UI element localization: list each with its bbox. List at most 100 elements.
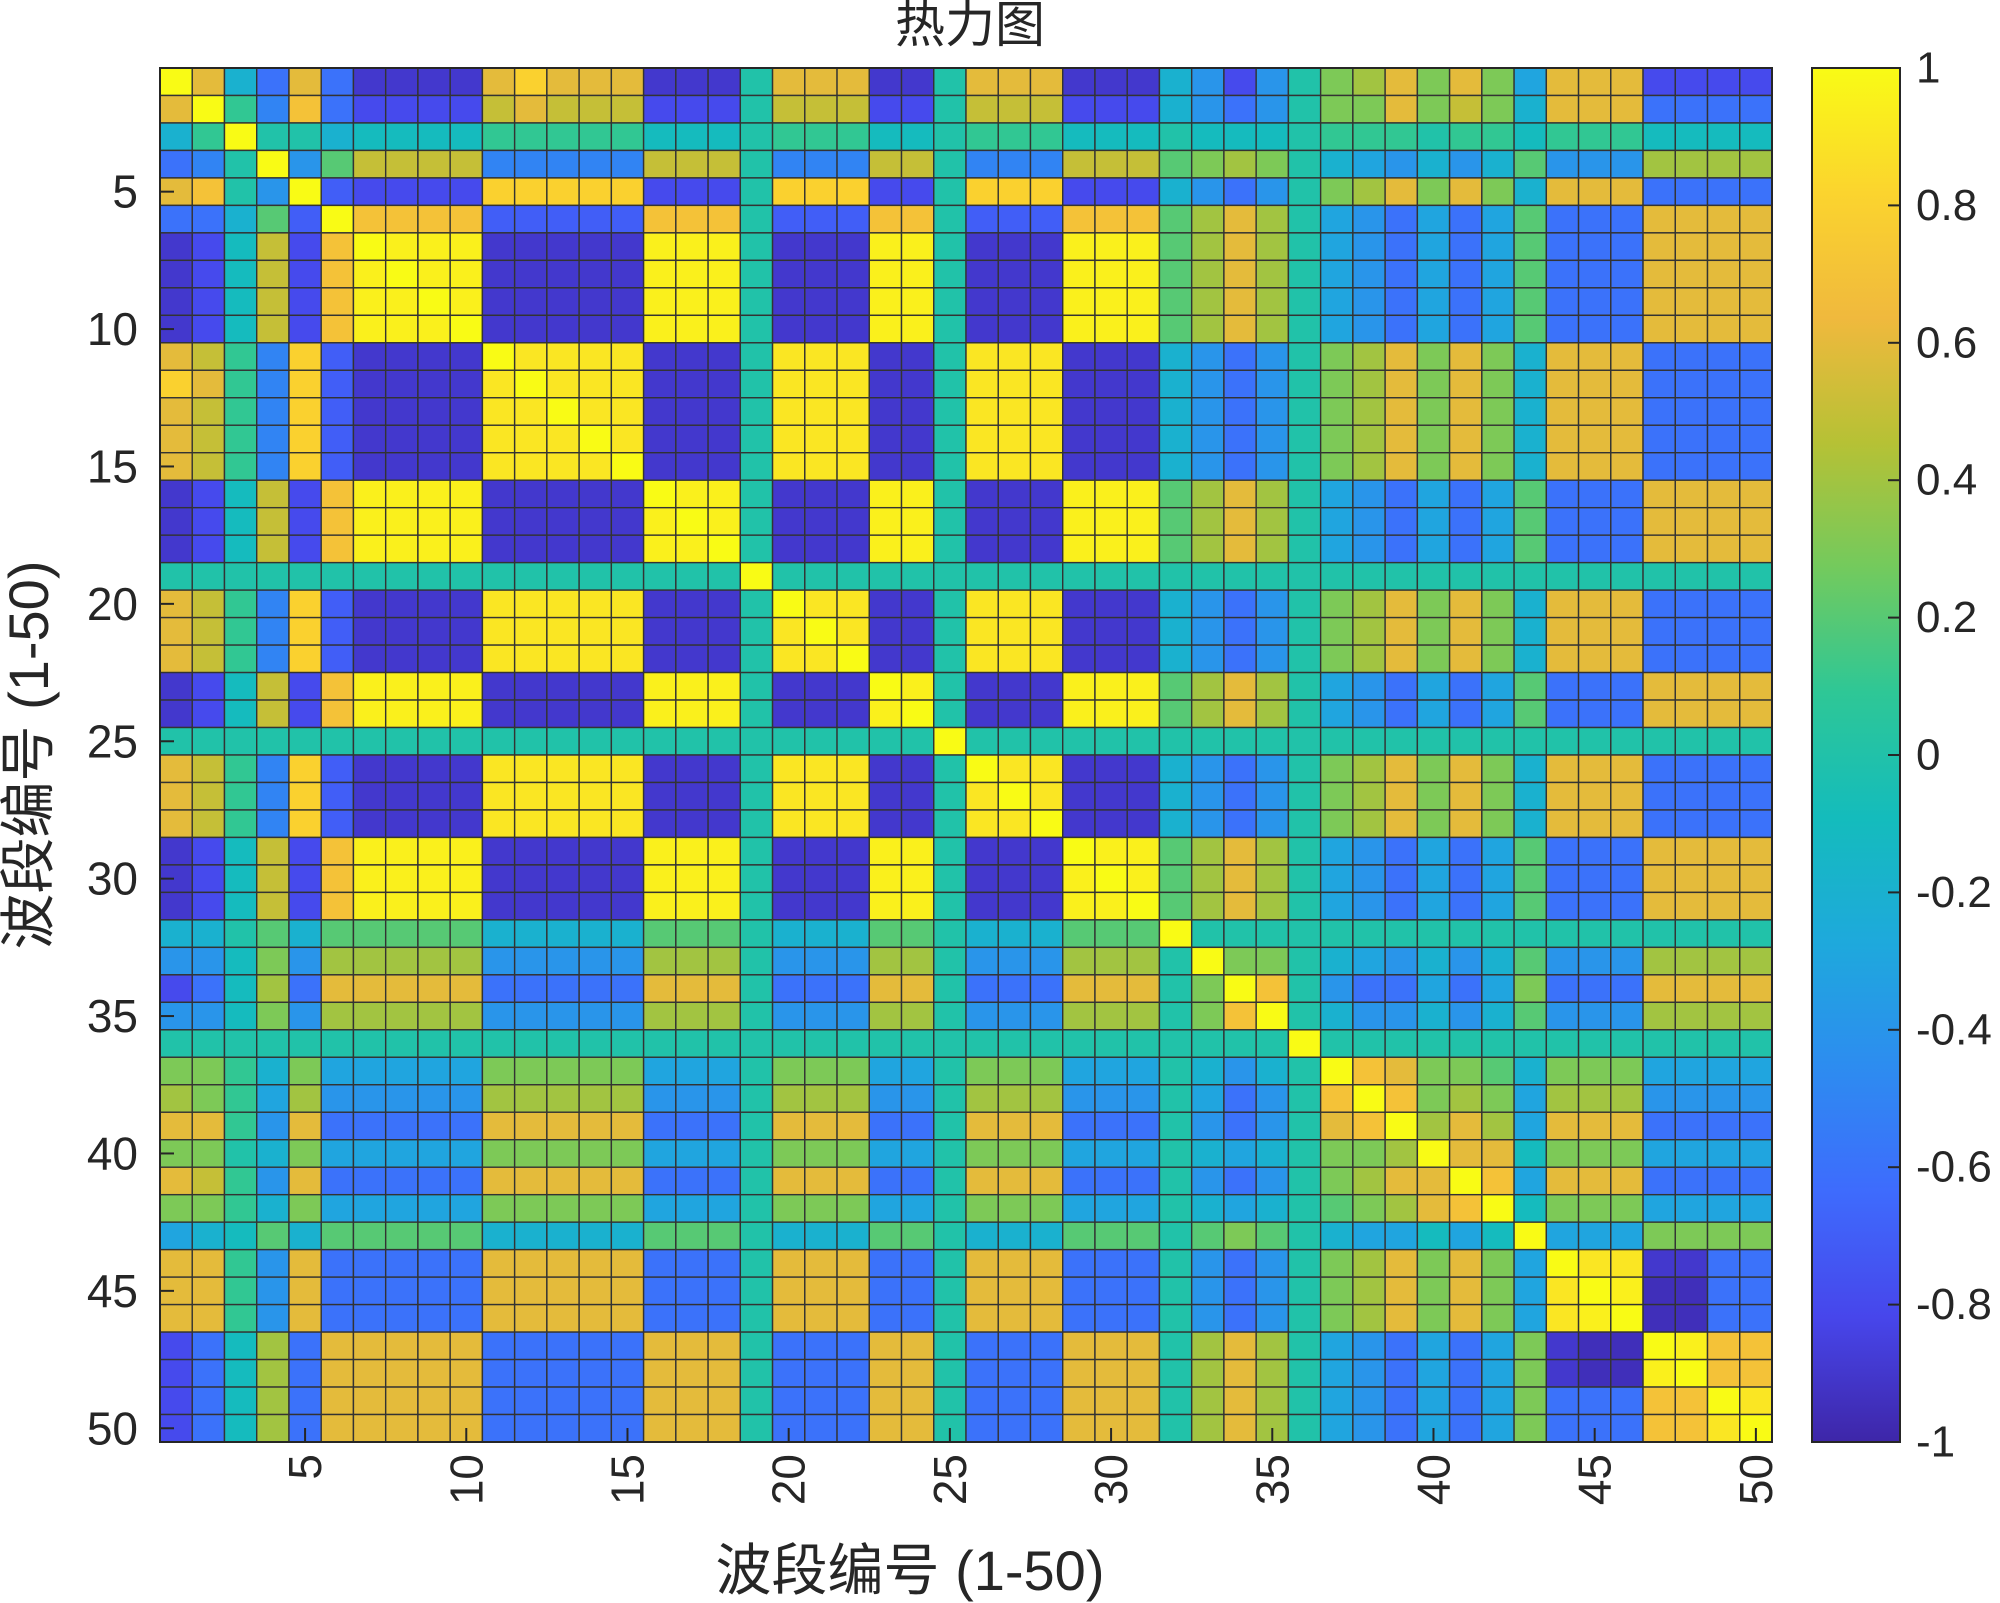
heatmap-cell — [546, 232, 580, 262]
heatmap-cell — [1319, 314, 1354, 344]
heatmap-cell — [352, 94, 387, 124]
heatmap-cell — [900, 809, 935, 839]
heatmap-cell — [1448, 369, 1483, 399]
heatmap-cell — [1545, 122, 1580, 152]
heatmap-cell — [997, 67, 1032, 97]
heatmap-cell — [481, 589, 516, 619]
heatmap-cell — [1416, 94, 1451, 124]
heatmap-cell — [384, 836, 419, 866]
heatmap-cell — [707, 424, 742, 454]
heatmap-cell — [159, 342, 193, 371]
heatmap-cell — [1029, 1358, 1064, 1388]
heatmap-cell — [1739, 1303, 1773, 1333]
heatmap-cell — [610, 864, 645, 894]
heatmap-cell — [1352, 1331, 1386, 1361]
heatmap-cell — [1706, 781, 1741, 811]
heatmap-cell — [191, 369, 226, 399]
heatmap-cell — [1739, 1221, 1773, 1251]
heatmap-cell — [1674, 589, 1709, 619]
heatmap-cell — [1577, 122, 1612, 152]
heatmap-cell — [1674, 314, 1709, 344]
heatmap-cell — [1158, 1001, 1193, 1031]
heatmap-cell — [1094, 1193, 1128, 1223]
heatmap-cell — [1448, 891, 1483, 921]
heatmap-cell — [1029, 561, 1064, 591]
heatmap-cell — [771, 1001, 806, 1031]
heatmap-cell — [256, 479, 290, 509]
heatmap-cell — [739, 1193, 774, 1223]
heatmap-cell — [965, 452, 999, 481]
heatmap-cell — [1158, 479, 1193, 509]
heatmap-cell — [610, 781, 645, 811]
heatmap-cell — [1319, 1084, 1354, 1113]
heatmap-cell — [1642, 149, 1676, 179]
heatmap-cell — [610, 314, 645, 344]
heatmap-cell — [997, 836, 1032, 866]
heatmap-cell — [417, 589, 451, 619]
heatmap-cell — [1416, 809, 1451, 839]
heatmap-cell — [1384, 314, 1419, 344]
heatmap-cell — [481, 122, 516, 152]
heatmap-cell — [1481, 287, 1515, 317]
heatmap-cell — [965, 506, 999, 536]
heatmap-cell — [707, 1139, 742, 1168]
heatmap-cell — [771, 589, 806, 619]
heatmap-cell — [707, 726, 742, 756]
heatmap-cell — [1416, 67, 1451, 97]
heatmap-cell — [1352, 616, 1386, 646]
heatmap-cell — [1158, 781, 1193, 811]
heatmap-cell — [933, 561, 967, 591]
heatmap-cell — [1674, 506, 1709, 536]
heatmap-cell — [707, 671, 742, 701]
heatmap-cell — [223, 809, 258, 839]
heatmap-cell — [1674, 974, 1709, 1004]
heatmap-cell — [868, 149, 903, 179]
heatmap-cell — [1223, 644, 1257, 674]
heatmap-cell — [546, 561, 580, 591]
heatmap-cell — [1642, 342, 1676, 371]
heatmap-cell — [1448, 397, 1483, 426]
heatmap-cell — [1706, 891, 1741, 921]
heatmap-cell — [481, 1001, 516, 1031]
heatmap-cell — [578, 342, 613, 371]
heatmap-cell — [449, 1056, 484, 1086]
heatmap-cell — [1287, 1331, 1322, 1361]
heatmap-cell — [1352, 232, 1386, 262]
heatmap-cell — [1481, 204, 1515, 234]
heatmap-cell — [1062, 232, 1096, 262]
heatmap-cell — [578, 726, 613, 756]
heatmap-cell — [1642, 561, 1676, 591]
heatmap-cell — [256, 589, 290, 619]
heatmap-cell — [320, 1358, 355, 1388]
heatmap-cell — [191, 1221, 226, 1251]
heatmap-cell — [1384, 1303, 1419, 1333]
heatmap-cell — [1029, 232, 1064, 262]
heatmap-cell — [256, 1413, 290, 1443]
heatmap-cell — [481, 671, 516, 701]
heatmap-cell — [546, 424, 580, 454]
heatmap-cell — [384, 94, 419, 124]
heatmap-cell — [675, 1139, 709, 1168]
heatmap-cell — [1287, 781, 1322, 811]
heatmap-cell — [707, 149, 742, 179]
heatmap-cell — [836, 891, 870, 921]
heatmap-cell — [1223, 534, 1257, 564]
heatmap-cell — [352, 452, 387, 481]
heatmap-cell — [320, 452, 355, 481]
heatmap-cell — [739, 974, 774, 1004]
heatmap-cell — [513, 1084, 548, 1113]
heatmap-cell — [1674, 726, 1709, 756]
heatmap-cell — [997, 589, 1032, 619]
heatmap-cell — [417, 754, 451, 784]
heatmap-cell — [288, 287, 322, 317]
heatmap-cell — [771, 259, 806, 289]
heatmap-cell — [417, 1166, 451, 1196]
heatmap-cell — [1610, 1193, 1644, 1223]
heatmap-cell — [739, 342, 774, 371]
heatmap-cell — [1094, 1084, 1128, 1113]
heatmap-cell — [256, 232, 290, 262]
heatmap-cell — [900, 506, 935, 536]
heatmap-cell — [933, 616, 967, 646]
heatmap-cell — [320, 1221, 355, 1251]
heatmap-cell — [997, 1001, 1032, 1031]
